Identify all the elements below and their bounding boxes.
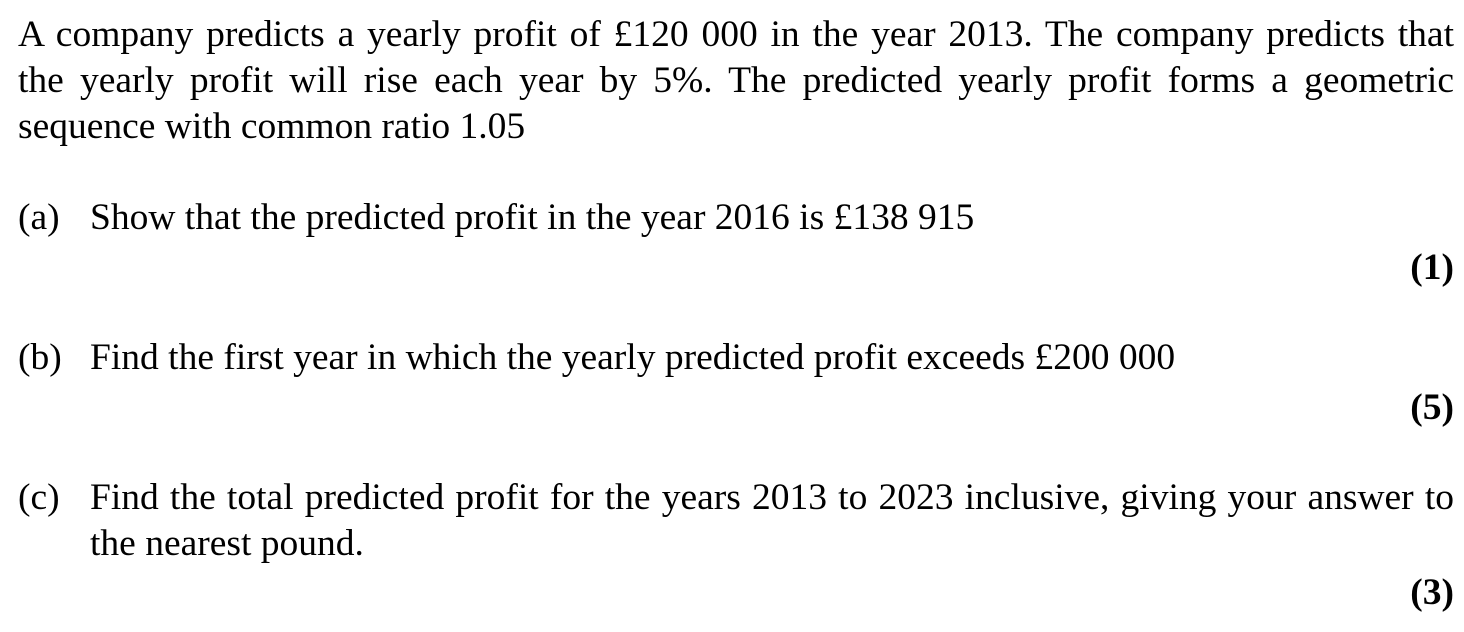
question-page: A company predicts a yearly profit of £1… [18,0,1454,632]
part-a-text: Show that the predicted profit in the ye… [90,197,975,238]
part-c-text: Find the total predicted profit for the … [90,477,1454,564]
part-c-label: (c) [18,477,60,518]
question-intro: A company predicts a yearly profit of £1… [18,14,1454,147]
part-b-text: Find the first year in which the yearly … [90,337,1176,378]
part-c-marks: (3) [1410,572,1454,613]
part-a-label: (a) [18,197,60,238]
part-b-label: (b) [18,337,62,378]
part-b-marks: (5) [1410,387,1454,428]
part-a-marks: (1) [1410,247,1454,288]
